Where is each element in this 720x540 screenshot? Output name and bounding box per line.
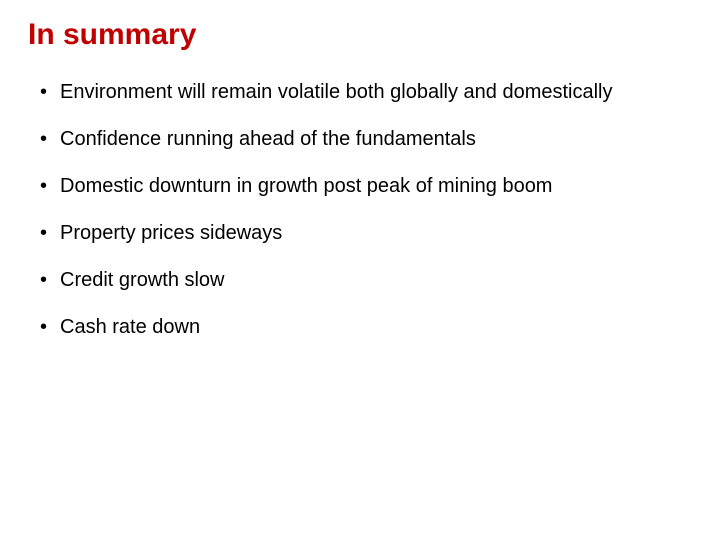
list-item: Cash rate down	[40, 315, 640, 340]
slide-title: In summary	[28, 18, 692, 52]
list-item: Credit growth slow	[40, 268, 640, 293]
list-item: Domestic downturn in growth post peak of…	[40, 174, 640, 199]
list-item: Environment will remain volatile both gl…	[40, 80, 640, 105]
list-item: Property prices sideways	[40, 221, 640, 246]
list-item: Confidence running ahead of the fundamen…	[40, 127, 640, 152]
bullet-list: Environment will remain volatile both gl…	[28, 80, 692, 340]
